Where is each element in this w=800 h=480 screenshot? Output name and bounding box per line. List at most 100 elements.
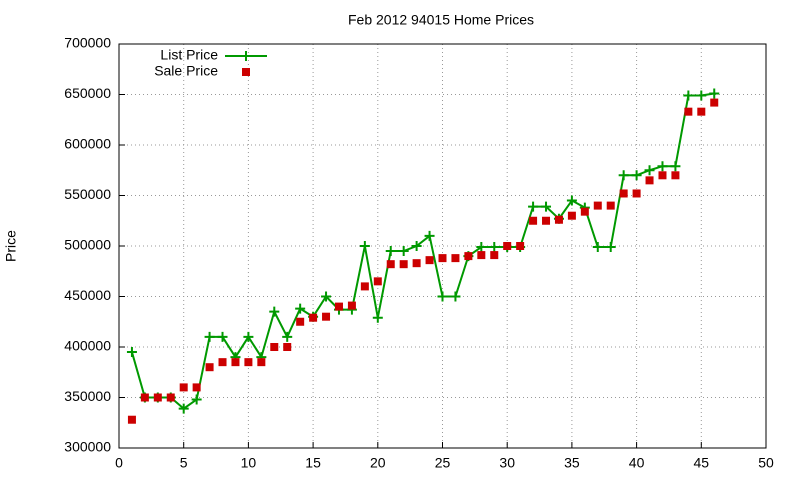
point-marker bbox=[309, 313, 318, 322]
point-marker bbox=[153, 393, 162, 402]
point-marker bbox=[710, 98, 719, 107]
point-marker bbox=[424, 230, 435, 241]
point-marker bbox=[605, 242, 616, 253]
point-marker bbox=[166, 393, 175, 402]
x-tick-label: 10 bbox=[241, 455, 257, 471]
x-tick-label: 25 bbox=[435, 455, 451, 471]
point-marker bbox=[231, 358, 240, 367]
point-marker bbox=[606, 201, 615, 210]
point-marker bbox=[295, 303, 306, 314]
chart-title: Feb 2012 94015 Home Prices bbox=[348, 12, 534, 28]
point-marker bbox=[140, 393, 149, 402]
point-marker bbox=[126, 347, 137, 358]
x-tick-label: 35 bbox=[564, 455, 580, 471]
point-marker bbox=[631, 170, 642, 181]
point-marker bbox=[709, 88, 720, 99]
x-tick-label: 30 bbox=[499, 455, 515, 471]
legend-marker bbox=[242, 68, 250, 76]
point-marker bbox=[697, 107, 706, 116]
point-marker bbox=[334, 302, 343, 311]
x-tick-label: 5 bbox=[180, 455, 188, 471]
x-tick-label: 45 bbox=[694, 455, 710, 471]
point-marker bbox=[593, 201, 602, 210]
point-marker bbox=[644, 165, 655, 176]
point-marker bbox=[127, 415, 136, 424]
point-marker bbox=[671, 171, 680, 180]
point-marker bbox=[670, 161, 681, 172]
y-tick-label: 500000 bbox=[64, 237, 111, 253]
point-marker bbox=[217, 331, 228, 342]
point-marker bbox=[191, 394, 202, 405]
x-tick-label: 15 bbox=[305, 455, 321, 471]
point-marker bbox=[399, 260, 408, 269]
y-tick-label: 400000 bbox=[64, 338, 111, 354]
point-marker bbox=[192, 383, 201, 392]
point-marker bbox=[179, 383, 188, 392]
point-marker bbox=[270, 343, 279, 351]
y-tick-label: 350000 bbox=[64, 388, 111, 404]
point-marker bbox=[451, 254, 460, 263]
point-marker bbox=[244, 358, 253, 367]
point-marker bbox=[684, 107, 693, 116]
point-marker bbox=[464, 252, 473, 261]
point-marker bbox=[490, 251, 499, 260]
point-marker bbox=[477, 251, 486, 260]
y-tick-label: 600000 bbox=[64, 136, 111, 152]
point-marker bbox=[541, 201, 552, 212]
point-marker bbox=[386, 260, 395, 269]
point-marker bbox=[683, 90, 694, 101]
point-marker bbox=[476, 242, 487, 253]
point-marker bbox=[516, 242, 525, 250]
y-axis-label: Price bbox=[3, 230, 19, 262]
point-marker bbox=[359, 241, 370, 251]
x-tick-label: 20 bbox=[370, 455, 386, 471]
point-marker bbox=[657, 161, 668, 172]
point-marker bbox=[412, 259, 421, 268]
point-marker bbox=[269, 306, 280, 317]
point-marker bbox=[425, 256, 434, 265]
x-tick-label: 50 bbox=[758, 455, 774, 471]
point-marker bbox=[205, 363, 214, 372]
point-marker bbox=[411, 241, 422, 251]
point-marker bbox=[322, 312, 331, 321]
point-marker bbox=[619, 189, 628, 198]
x-tick-label: 40 bbox=[629, 455, 645, 471]
point-marker bbox=[489, 242, 500, 253]
point-marker bbox=[450, 291, 461, 302]
point-marker bbox=[542, 216, 551, 225]
point-marker bbox=[658, 171, 667, 180]
plot-frame bbox=[118, 43, 767, 449]
point-marker bbox=[592, 242, 603, 253]
point-marker bbox=[218, 358, 227, 367]
legend-label: List Price bbox=[160, 47, 218, 63]
point-marker bbox=[385, 246, 396, 257]
point-marker bbox=[398, 246, 409, 257]
point-marker bbox=[528, 201, 539, 212]
point-marker bbox=[373, 277, 382, 286]
y-tick-label: 550000 bbox=[64, 186, 111, 202]
point-marker bbox=[618, 170, 629, 181]
point-marker bbox=[529, 216, 538, 225]
point-marker bbox=[438, 254, 447, 263]
point-marker bbox=[204, 331, 215, 342]
point-marker bbox=[566, 195, 577, 206]
point-marker bbox=[296, 317, 305, 326]
point-marker bbox=[632, 189, 641, 198]
y-tick-label: 700000 bbox=[64, 35, 111, 51]
point-marker bbox=[347, 301, 356, 310]
point-marker bbox=[696, 90, 707, 101]
point-marker bbox=[243, 331, 254, 342]
y-tick-label: 650000 bbox=[64, 85, 111, 101]
legend-marker bbox=[241, 51, 251, 61]
point-marker bbox=[178, 403, 189, 414]
point-marker bbox=[360, 282, 369, 291]
point-marker bbox=[372, 312, 383, 323]
point-marker bbox=[282, 331, 293, 342]
point-marker bbox=[567, 211, 576, 220]
y-tick-label: 300000 bbox=[64, 439, 111, 455]
point-marker bbox=[257, 358, 266, 367]
y-tick-label: 450000 bbox=[64, 287, 111, 303]
point-marker bbox=[503, 242, 512, 250]
x-tick-label: 0 bbox=[115, 455, 123, 471]
